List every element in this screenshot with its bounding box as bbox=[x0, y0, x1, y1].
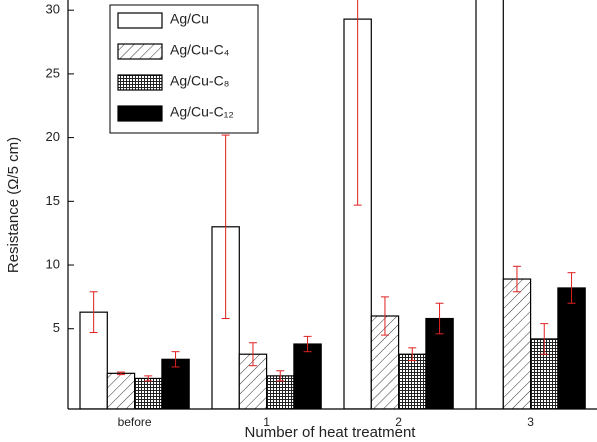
x-tick-label: 3 bbox=[527, 415, 534, 429]
error-bar bbox=[171, 351, 180, 368]
error-bar bbox=[116, 371, 125, 376]
legend-swatch bbox=[117, 12, 163, 29]
error-bar bbox=[512, 265, 521, 293]
y-tick-label: 20 bbox=[46, 129, 60, 144]
error-bar bbox=[353, 0, 362, 206]
error-bar bbox=[276, 370, 285, 382]
error-bar bbox=[144, 375, 153, 382]
error-bar bbox=[540, 323, 549, 355]
x-tick-label: before bbox=[118, 415, 152, 429]
y-tick-label: 10 bbox=[46, 256, 60, 271]
bar bbox=[134, 377, 163, 409]
legend: Ag/Cu Ag/Cu-C₄ Ag/Cu-C₈ Ag/Cu-C₁₂ bbox=[109, 4, 259, 134]
x-axis-title: Number of heat treatment bbox=[245, 424, 417, 441]
bar bbox=[475, 0, 504, 409]
bar bbox=[502, 278, 532, 409]
error-bar bbox=[221, 134, 230, 320]
legend-label: Ag/Cu-C₄ bbox=[170, 42, 230, 58]
y-tick-label: 30 bbox=[46, 2, 60, 17]
error-bar bbox=[303, 335, 312, 353]
legend-swatch bbox=[117, 43, 163, 60]
bar bbox=[161, 358, 190, 409]
error-bar bbox=[567, 272, 576, 304]
error-bar bbox=[89, 291, 98, 334]
bar bbox=[557, 287, 586, 409]
x-tick-label: 2 bbox=[395, 415, 402, 429]
y-tick-label: 5 bbox=[53, 320, 60, 335]
legend-swatch bbox=[117, 74, 163, 91]
error-bar bbox=[248, 342, 257, 367]
bar bbox=[293, 343, 322, 409]
legend-label: Ag/Cu-C₈ bbox=[170, 73, 230, 89]
y-tick-label: 15 bbox=[46, 193, 60, 208]
error-bar bbox=[408, 347, 417, 362]
y-tick-label: 25 bbox=[46, 65, 60, 80]
legend-swatch bbox=[117, 105, 163, 122]
y-axis-title: Resistance (Ω/5 cm) bbox=[5, 137, 22, 273]
error-bar bbox=[435, 302, 444, 335]
x-tick-label: 1 bbox=[263, 415, 270, 429]
legend-label: Ag/Cu bbox=[170, 11, 209, 27]
bar bbox=[106, 372, 136, 409]
error-bar bbox=[380, 296, 389, 336]
legend-label: Ag/Cu-C₁₂ bbox=[170, 104, 234, 120]
bar bbox=[398, 353, 427, 409]
